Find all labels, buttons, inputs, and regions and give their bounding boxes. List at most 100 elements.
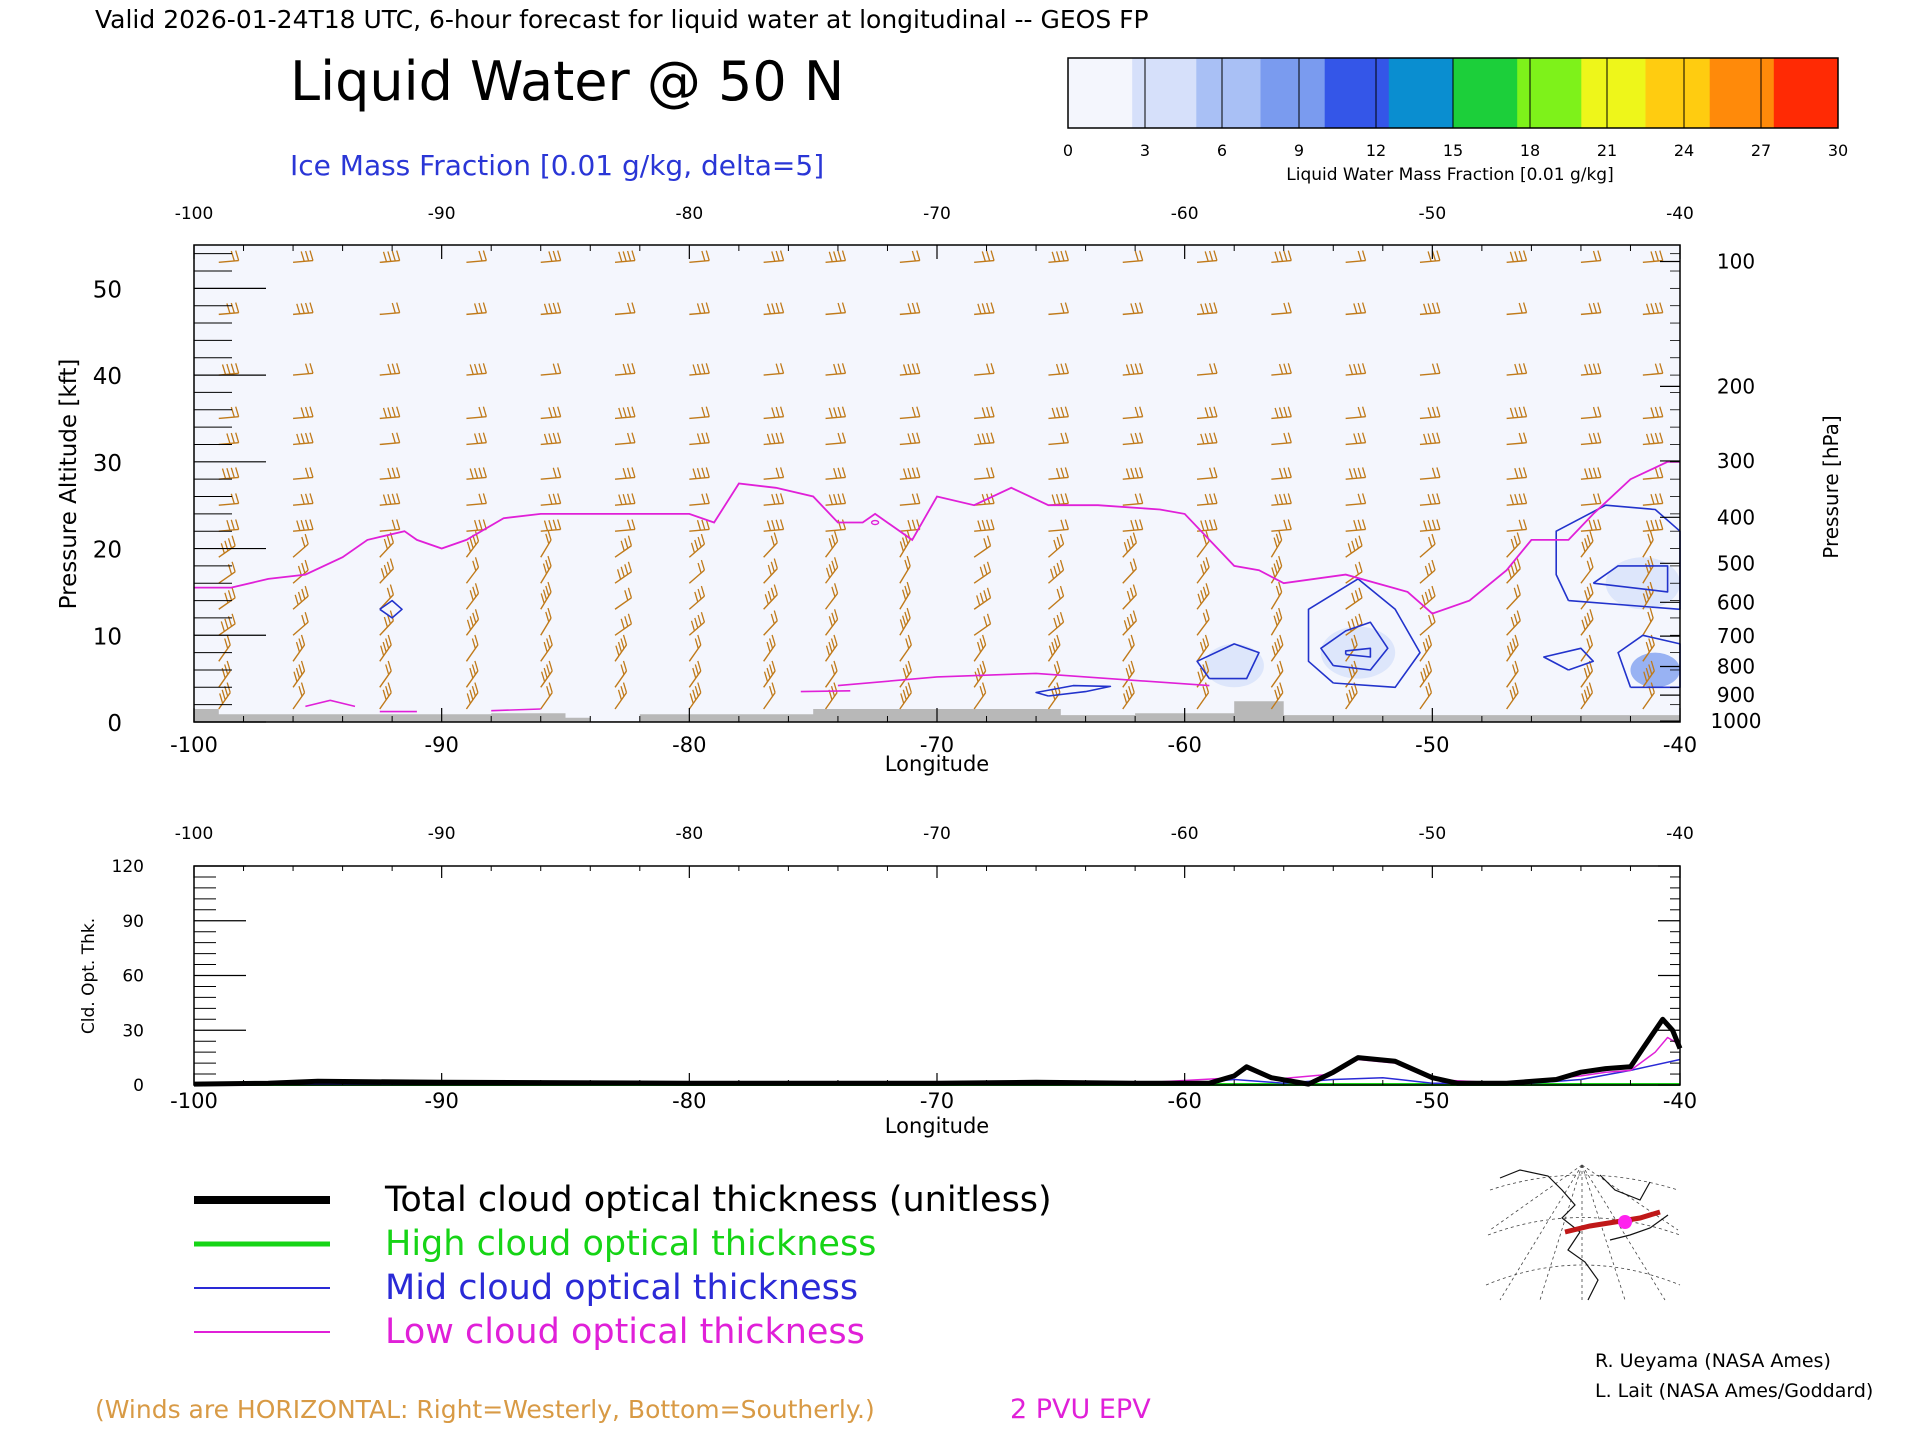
wind-barb-feather [548,433,553,444]
wind-barb [1580,583,1594,610]
wind-barb-feather [622,251,627,262]
wind-barb-shaft [1047,543,1065,558]
wind-barb-feather [224,686,229,697]
wind-barb-feather [1431,250,1437,262]
wind-barb-feather [478,363,483,374]
wind-barb [973,535,992,558]
wind-barb-feather [1361,519,1367,530]
wind-barb-shaft [292,644,306,662]
wind-barb-feather [1125,468,1131,479]
wind-barb-feather [833,407,838,418]
wind-barb-feather [1130,520,1135,531]
wind-barb-feather [227,538,233,549]
locator-point [1618,1215,1632,1229]
wind-barb-feather [771,494,776,505]
pressure-tick-label: 1000 [1711,709,1762,733]
wind-barb-shaft [763,670,776,688]
wind-barb-shaft [1419,259,1440,264]
wind-barb-feather [396,250,401,261]
wind-barb-feather [1287,432,1292,443]
wind-barb-feather [990,250,995,261]
wind-barb-shaft [614,476,636,480]
wind-barb-shaft [1642,565,1654,584]
wind-barb-shaft [763,644,776,662]
wind-barb-shaft [1048,528,1069,532]
wind-barb-feather [472,612,477,624]
wind-barb [465,660,479,688]
wind-barb-feather [1581,619,1586,631]
wind-barb-feather [1513,613,1518,625]
wind-barb-feather [1654,519,1660,531]
wind-barb-shaft [1506,476,1527,480]
wind-barb [973,682,987,710]
wind-barb-shaft [540,617,552,636]
wind-barb-feather [469,538,474,549]
ice-contour [1196,643,1260,680]
wind-barb-feather [473,468,479,479]
wind-barb-feather [391,432,396,444]
wind-barb-feather [1279,682,1284,693]
wind-barb-feather [631,250,636,261]
wind-barb-feather [1283,493,1288,505]
wind-barb-feather [916,467,921,478]
wind-barb-shaft [293,416,314,420]
wind-barb-shaft [379,542,394,558]
wind-barb-feather [833,557,839,568]
wind-barb-feather [1427,433,1432,444]
wind-barb-feather [990,363,995,374]
wind-barb [1580,531,1594,558]
wind-barb-feather [482,302,487,313]
wind-barb [689,363,710,376]
wind-barb-feather [1130,660,1135,672]
wind-barb-feather [1431,467,1437,478]
wind-barb [293,493,314,506]
wind-barb-feather [474,682,479,693]
wind-barb-feather [387,494,392,505]
wind-barb [899,634,912,662]
wind-barb-shaft [218,623,236,636]
wind-barb [763,610,778,636]
wind-barb-feather [387,363,392,375]
legend-label-high: High cloud optical thickness [385,1224,876,1264]
wind-barb-shaft [540,591,552,610]
wind-barb-shaft [1196,540,1210,558]
wind-barb [1506,519,1528,532]
wind-barb-shaft [292,670,306,688]
wind-barb-feather [1278,468,1284,479]
wind-barb-feather [1357,406,1362,418]
wind-barb-feather [1659,302,1664,313]
wind-barb-feather [833,494,838,505]
wind-barb-feather [1287,250,1292,261]
wind-barb-feather [472,586,477,597]
wind-barb-feather [1139,493,1144,504]
wind-barb-shaft [292,621,309,636]
wind-barb-feather [1647,559,1652,571]
wind-barb-feather [779,406,785,417]
wind-barb-feather [387,407,392,418]
wind-barb-feather [552,302,557,314]
wind-barb-feather [981,433,986,444]
wind-barb-feather [1436,519,1441,530]
wind-barb-feather [626,432,632,444]
wind-barb-feather [990,519,995,530]
wind-barb [1196,432,1218,446]
wind-barb-shaft [614,670,628,688]
wind-barb-shaft [1048,476,1069,480]
wind-barb [763,634,776,662]
wind-barb-feather [1213,363,1218,374]
wind-barb [1419,585,1436,610]
wind-barb [540,519,562,532]
wind-barb-feather [1125,667,1130,679]
wind-barb-feather [981,520,986,531]
wind-barb [1506,493,1528,506]
lower-x-tick-label: -50 [1415,1089,1449,1113]
wind-barb-feather [383,564,389,576]
wind-barb-feather [1053,664,1059,675]
wind-barb-feather [389,610,395,621]
wind-barb-feather [696,433,702,444]
wind-barb-feather [1202,534,1208,545]
wind-barb-feather [1586,686,1591,697]
wind-barb-feather [1424,591,1430,603]
colorbar-swatch [1324,58,1390,128]
wind-barb-feather [626,250,632,262]
